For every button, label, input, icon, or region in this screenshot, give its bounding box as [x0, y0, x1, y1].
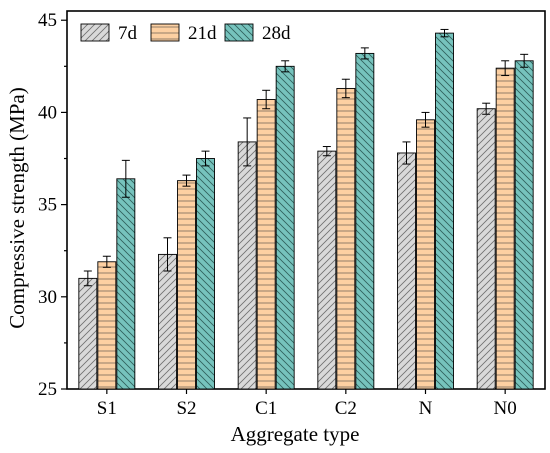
legend: 7d 21d 28d [80, 23, 291, 44]
bar-28d-S1 [116, 178, 136, 390]
legend-swatch-7d [80, 23, 110, 42]
x-tick-label: C1 [255, 398, 277, 419]
bar-28d-S2 [196, 158, 215, 390]
bar-21d-C2 [336, 87, 356, 390]
bar-7d-S1 [78, 277, 98, 390]
y-tick-label: 40 [38, 102, 57, 123]
axes: S1 S2 C1 C2 N N0 25 30 35 40 45 [38, 10, 517, 419]
plot-area-frame [66, 10, 546, 390]
bar-7d-S2 [158, 253, 177, 390]
error-bars [83, 28, 529, 287]
x-tick-label: C2 [335, 398, 357, 419]
legend-label-28d: 28d [262, 23, 291, 44]
y-tick-label: 35 [38, 195, 57, 216]
bar-21d-C1 [256, 99, 276, 390]
y-tick-label: 45 [38, 10, 57, 31]
x-tick-label: N [419, 398, 433, 419]
bar-7d-N0 [476, 108, 496, 390]
bar-7d-C1 [237, 141, 257, 390]
x-axis-label: Aggregate type [231, 422, 360, 446]
x-tick-label: S1 [97, 398, 117, 419]
bar-28d-C1 [275, 65, 295, 390]
bar-21d-N0 [495, 67, 515, 390]
bar-28d-C2 [355, 52, 375, 390]
legend-label-7d: 7d [118, 23, 138, 44]
bar-28d-N [435, 32, 454, 390]
x-tick-label: S2 [176, 398, 196, 419]
legend-swatch-28d [224, 23, 254, 42]
bar-7d-C2 [317, 150, 337, 390]
plot-frame [66, 10, 546, 390]
legend-swatch-21d [150, 23, 180, 42]
y-axis-label: Compressive strength (MPa) [5, 87, 29, 328]
y-tick-label: 30 [38, 287, 57, 308]
bar-21d-S2 [177, 180, 196, 390]
bar-21d-S1 [97, 261, 117, 390]
x-tick-label: N0 [494, 398, 517, 419]
bar-28d-N0 [514, 60, 534, 390]
bars [78, 32, 534, 390]
y-tick-label: 25 [38, 379, 57, 400]
legend-label-21d: 21d [188, 23, 217, 44]
bar-21d-N [416, 119, 435, 390]
bar-7d-N [397, 152, 416, 390]
